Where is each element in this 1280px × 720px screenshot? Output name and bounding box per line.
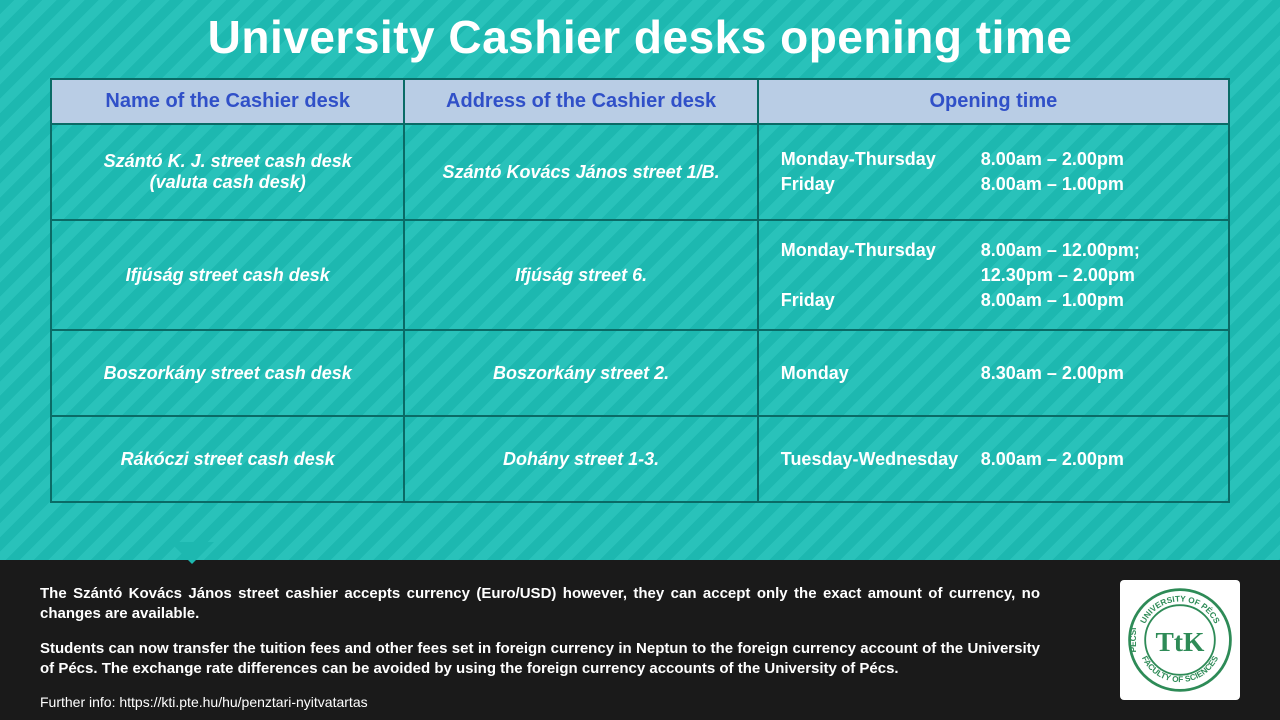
- cell-address: Szántó Kovács János street 1/B.: [404, 124, 757, 220]
- opening-line: Friday8.00am – 1.00pm: [781, 174, 1206, 195]
- logo-side-text: PÉCSI: [1128, 628, 1138, 653]
- opening-time: 8.00am – 12.00pm;: [981, 240, 1206, 261]
- cell-address: Ifjúság street 6.: [404, 220, 757, 330]
- opening-line: Monday-Thursday8.00am – 2.00pm: [781, 149, 1206, 170]
- opening-days: [781, 265, 981, 286]
- cell-address: Dohány street 1-3.: [404, 416, 757, 502]
- footer: The Szántó Kovács János street cashier a…: [0, 560, 1280, 720]
- opening-time: 12.30pm – 2.00pm: [981, 265, 1206, 286]
- col-address: Address of the Cashier desk: [404, 79, 757, 124]
- opening-line: Friday8.00am – 1.00pm: [781, 290, 1206, 311]
- col-name: Name of the Cashier desk: [51, 79, 404, 124]
- opening-line: Monday8.30am – 2.00pm: [781, 363, 1206, 384]
- opening-days: Monday: [781, 363, 981, 384]
- cell-opening: Monday8.30am – 2.00pm: [758, 330, 1229, 416]
- cashier-table: Name of the Cashier desk Address of the …: [50, 78, 1230, 503]
- col-opening: Opening time: [758, 79, 1229, 124]
- table-row: Szántó K. J. street cash desk(valuta cas…: [51, 124, 1229, 220]
- table-header-row: Name of the Cashier desk Address of the …: [51, 79, 1229, 124]
- table-row: Rákóczi street cash deskDohány street 1-…: [51, 416, 1229, 502]
- footer-further-info: Further info: https://kti.pte.hu/hu/penz…: [40, 693, 1040, 712]
- footer-text: The Szántó Kovács János street cashier a…: [40, 584, 1040, 712]
- page-title: University Cashier desks opening time: [50, 10, 1230, 64]
- cell-name: Szántó K. J. street cash desk(valuta cas…: [51, 124, 404, 220]
- cell-opening: Monday-Thursday8.00am – 12.00pm; 12.30pm …: [758, 220, 1229, 330]
- opening-days: Friday: [781, 290, 981, 311]
- opening-time: 8.00am – 2.00pm: [981, 449, 1206, 470]
- opening-line: 12.30pm – 2.00pm: [781, 265, 1206, 286]
- university-logo: UNIVERSITY OF PÉCS FACULTY OF SCIENCES P…: [1120, 580, 1240, 700]
- footer-note-1: The Szántó Kovács János street cashier a…: [40, 584, 1040, 625]
- opening-time: 8.30am – 2.00pm: [981, 363, 1206, 384]
- opening-time: 8.00am – 1.00pm: [981, 174, 1206, 195]
- opening-days: Tuesday-Wednesday: [781, 449, 981, 470]
- opening-line: Tuesday-Wednesday8.00am – 2.00pm: [781, 449, 1206, 470]
- cell-name: Ifjúság street cash desk: [51, 220, 404, 330]
- cell-name: Boszorkány street cash desk: [51, 330, 404, 416]
- opening-days: Friday: [781, 174, 981, 195]
- opening-days: Monday-Thursday: [781, 149, 981, 170]
- logo-center-text: TtK: [1156, 626, 1206, 657]
- cell-address: Boszorkány street 2.: [404, 330, 757, 416]
- opening-time: 8.00am – 2.00pm: [981, 149, 1206, 170]
- footer-note-2: Students can now transfer the tuition fe…: [40, 639, 1040, 680]
- cell-opening: Tuesday-Wednesday8.00am – 2.00pm: [758, 416, 1229, 502]
- table-row: Ifjúság street cash deskIfjúság street 6…: [51, 220, 1229, 330]
- opening-line: Monday-Thursday8.00am – 12.00pm;: [781, 240, 1206, 261]
- cell-name: Rákóczi street cash desk: [51, 416, 404, 502]
- opening-days: Monday-Thursday: [781, 240, 981, 261]
- main-content: University Cashier desks opening time Na…: [0, 0, 1280, 560]
- callout-pointer-icon: [170, 542, 214, 564]
- cell-opening: Monday-Thursday8.00am – 2.00pmFriday8.00…: [758, 124, 1229, 220]
- opening-time: 8.00am – 1.00pm: [981, 290, 1206, 311]
- table-row: Boszorkány street cash deskBoszorkány st…: [51, 330, 1229, 416]
